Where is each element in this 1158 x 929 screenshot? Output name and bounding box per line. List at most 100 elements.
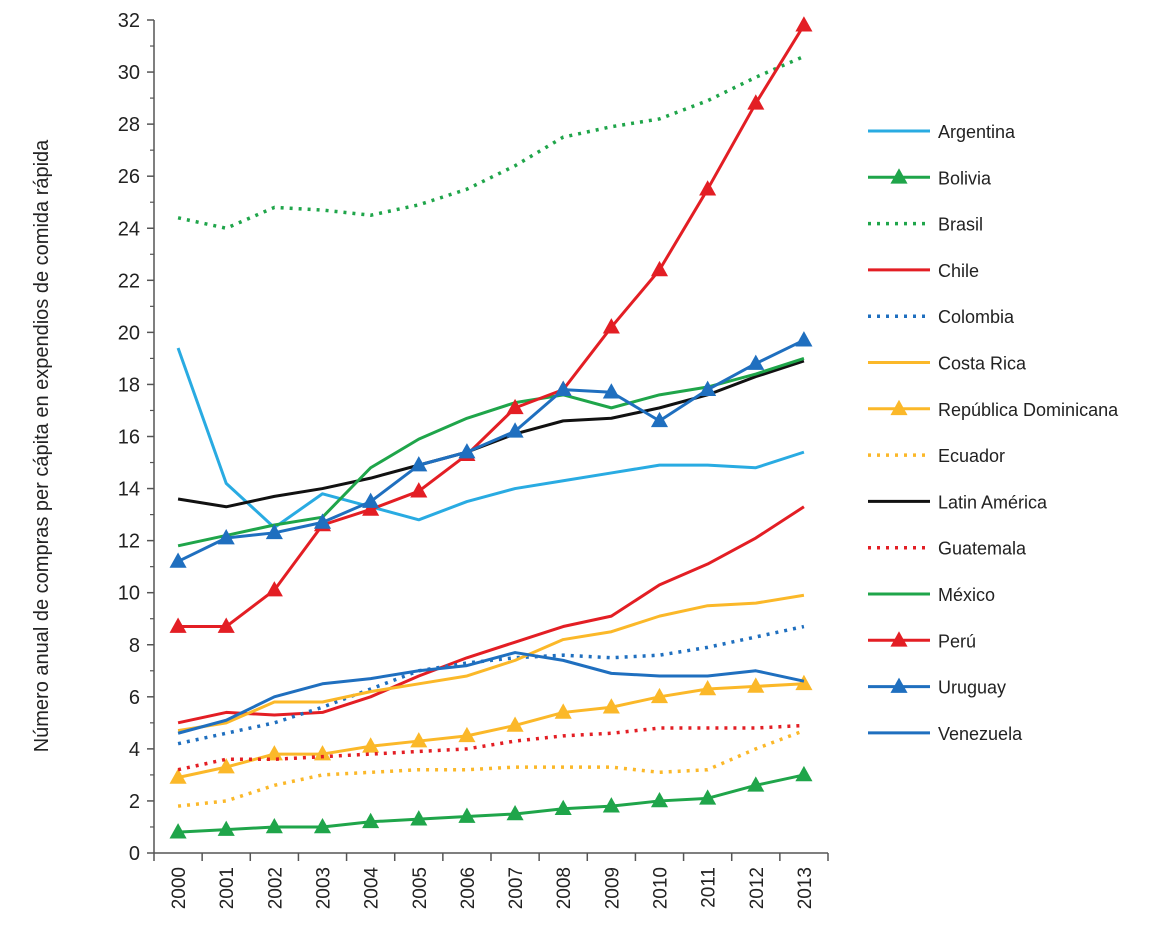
data-point: [699, 789, 717, 805]
x-tick-label: 2013: [795, 867, 816, 909]
legend-label: Ecuador: [938, 446, 1005, 466]
data-point: [362, 492, 380, 508]
y-tick-label: 26: [118, 166, 140, 188]
y-tick-label: 8: [129, 635, 140, 657]
legend-marker: [890, 399, 908, 416]
data-point: [169, 617, 187, 633]
y-tick-label: 10: [118, 583, 140, 605]
data-point: [650, 260, 669, 277]
data-point: [217, 820, 235, 836]
series-line-latin-america: [177, 359, 805, 509]
series-line-uruguay: [177, 338, 805, 563]
data-point: [313, 745, 332, 761]
legend-label: Bolivia: [938, 168, 992, 188]
data-point: [602, 797, 620, 813]
legend-item: Uruguay: [868, 677, 1006, 698]
y-tick-label: 28: [118, 114, 140, 136]
data-point: [506, 422, 524, 438]
data-point: [506, 398, 524, 415]
data-point: [410, 810, 428, 826]
data-point: [265, 523, 283, 540]
legend-item: Chile: [868, 261, 979, 281]
data-point: [410, 456, 428, 472]
legend-item: Guatemala: [868, 539, 1027, 559]
legend-item: Argentina: [868, 122, 1016, 142]
data-point: [650, 411, 669, 428]
series-peru: [169, 16, 813, 633]
legend-marker: [890, 677, 908, 693]
data-point: [795, 765, 813, 782]
data-point: [650, 687, 669, 704]
legend-label: Chile: [938, 261, 979, 281]
data-point: [169, 552, 187, 568]
x-tick-label: 2005: [410, 867, 431, 909]
data-point: [362, 737, 380, 753]
data-point: [699, 380, 717, 396]
data-point: [410, 482, 428, 498]
x-axis: 2000 2001 2002 2003 2004 2005 2006 2007 2008 2009…: [153, 852, 829, 910]
series-brasil: [177, 54, 805, 230]
y-tick-label: 20: [118, 322, 140, 344]
legend-label: Guatemala: [938, 539, 1027, 559]
data-point: [458, 807, 476, 823]
x-tick-label: 2002: [265, 867, 286, 909]
series-line-mexico: [177, 356, 805, 548]
series-bolivia: [169, 765, 813, 839]
legend-label: Perú: [938, 631, 976, 651]
x-tick-label: 2011: [699, 867, 720, 908]
series-argentina: [176, 347, 805, 530]
y-tick-label: 14: [118, 479, 140, 501]
x-tick-label: 2004: [362, 867, 383, 910]
legend-marker: [890, 631, 908, 647]
y-tick-label: 32: [118, 10, 140, 32]
legend-item: Ecuador: [868, 446, 1005, 466]
data-point: [313, 817, 332, 834]
legend-item: Venezuela: [868, 724, 1023, 744]
data-point: [265, 817, 283, 834]
legend-label: Latin América: [938, 492, 1048, 512]
data-point: [554, 380, 572, 396]
legend-item: Perú: [868, 631, 976, 651]
legend-item: Costa Rica: [868, 354, 1027, 374]
data-point: [217, 758, 235, 774]
x-tick-label: 2001: [217, 867, 238, 909]
data-point: [795, 331, 813, 347]
y-tick-label: 4: [129, 739, 140, 761]
legend-label: Uruguay: [938, 678, 1006, 698]
legend-item: República Dominicana: [868, 399, 1119, 420]
legend-label: Argentina: [938, 122, 1016, 142]
x-tick-label: 2012: [747, 867, 768, 909]
data-point: [313, 513, 332, 529]
legend-item: Brasil: [868, 215, 983, 235]
y-tick-label: 0: [129, 843, 140, 865]
x-tick-label: 2008: [554, 867, 575, 909]
series-line-ecuador: [177, 729, 805, 808]
data-point: [506, 716, 524, 732]
series-uruguay: [169, 331, 813, 568]
legend-label: Colombia: [938, 307, 1015, 327]
y-tick-label: 12: [118, 531, 140, 553]
y-tick-label: 18: [118, 374, 140, 396]
legend-marker: [890, 168, 908, 184]
series-republica-dominicana: [169, 674, 813, 784]
legend-item: Colombia: [868, 307, 1015, 327]
data-point: [362, 500, 380, 516]
data-point: [506, 804, 524, 821]
data-point: [458, 443, 476, 459]
series-costa-rica: [177, 593, 805, 733]
series-line-peru: [178, 24, 806, 629]
data-point: [169, 768, 187, 784]
y-axis-label: Número anual de compras per cápita en ex…: [31, 139, 53, 752]
series-line-costa-rica: [177, 593, 805, 733]
series-guatemala: [177, 723, 805, 772]
data-point: [747, 776, 765, 792]
series-chile: [177, 505, 805, 725]
series-ecuador: [177, 729, 805, 808]
data-point: [795, 674, 813, 691]
data-point: [458, 726, 476, 743]
data-point: [602, 383, 620, 399]
data-point: [169, 823, 187, 839]
x-tick-label: 2003: [314, 867, 335, 909]
data-point: [265, 581, 283, 597]
